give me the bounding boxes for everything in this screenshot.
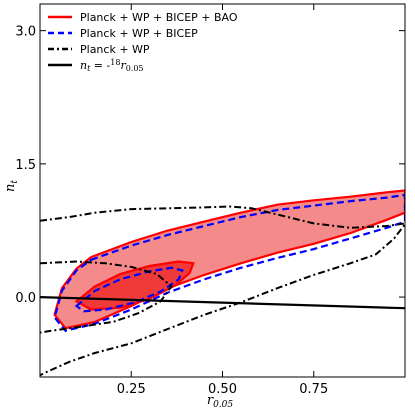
x-tick-label: 0.25 bbox=[117, 382, 146, 397]
legend-label-bicep: Planck + WP + BICEP bbox=[80, 27, 198, 40]
legend-label-wp: Planck + WP bbox=[80, 43, 150, 56]
axis-ticks: 0.25 0.50 0.75 0.0 1.5 3.0 bbox=[15, 4, 405, 397]
x-tick-label: 0.75 bbox=[299, 382, 328, 397]
contour-wp-inner bbox=[40, 260, 173, 334]
y-tick-label: 1.5 bbox=[15, 158, 36, 173]
contour-bicep-outer bbox=[53, 193, 405, 333]
plot-area bbox=[40, 189, 405, 377]
legend-label-consistency: nt = -18r0.05 bbox=[80, 58, 144, 73]
y-tick-label: 3.0 bbox=[15, 25, 36, 40]
y-tick-label: 0.0 bbox=[15, 291, 36, 306]
legend: Planck + WP + BICEP + BAO Planck + WP + … bbox=[48, 11, 238, 73]
legend-label-bao: Planck + WP + BICEP + BAO bbox=[80, 11, 238, 24]
contour-wp-outer bbox=[40, 205, 405, 377]
consistency-relation-line bbox=[40, 296, 405, 310]
contour-bicep-inner bbox=[74, 266, 184, 313]
x-tick-label: 0.50 bbox=[208, 382, 237, 397]
contour-bao-inner bbox=[74, 260, 195, 311]
y-axis-label: nt bbox=[3, 180, 20, 192]
x-axis-label: r0.05 bbox=[207, 393, 234, 410]
